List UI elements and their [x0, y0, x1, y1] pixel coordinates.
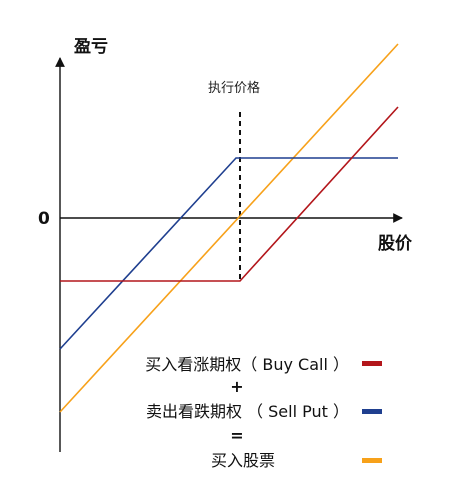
x-axis-label: 股价: [378, 234, 413, 254]
legend-long-stock-swatch: [362, 458, 382, 463]
zero-label: 0: [38, 209, 50, 229]
legend-long-stock-label: 买入股票: [211, 451, 275, 470]
long-stock-line: [59, 43, 399, 413]
y-axis-label: 盈亏: [73, 37, 108, 57]
legend-long-call-label: 买入看涨期权（ Buy Call ）: [145, 355, 349, 374]
legend-short-put-swatch: [362, 409, 382, 414]
short-put-line: [59, 157, 398, 350]
long-call-line: [60, 106, 399, 282]
legend-plus: +: [230, 377, 243, 396]
strike-label: 执行价格: [208, 80, 260, 96]
legend-equals: =: [230, 426, 243, 445]
legend-long-call-swatch: [362, 361, 382, 366]
legend-short-put-label: 卖出看跌期权 （ Sell Put ）: [146, 402, 349, 421]
